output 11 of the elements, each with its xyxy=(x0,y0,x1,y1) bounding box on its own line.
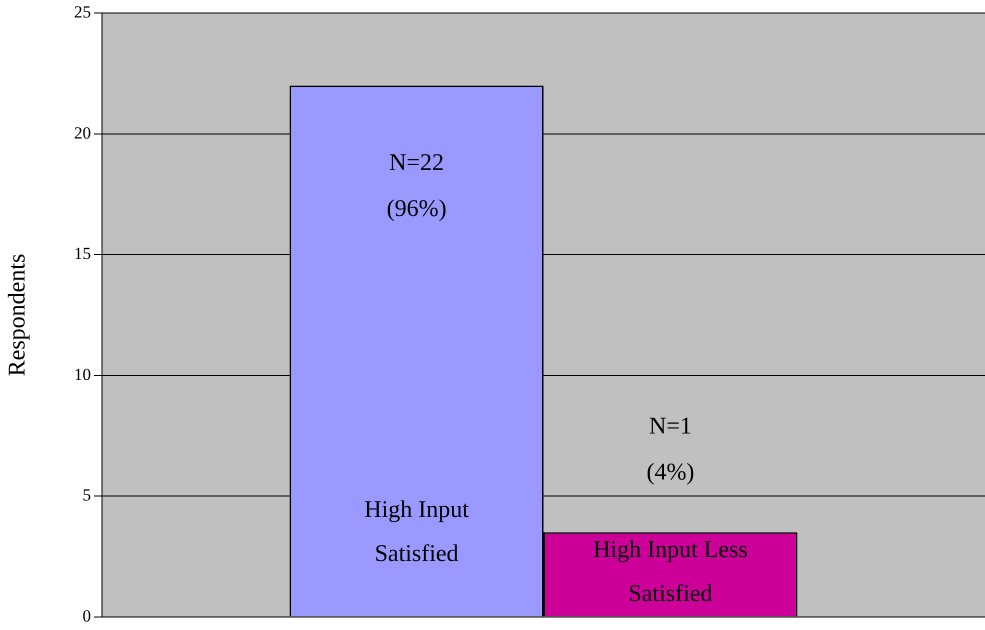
series-label: High Input Satisfied xyxy=(364,497,470,568)
y-tick-label: 10 xyxy=(74,364,91,384)
y-tick-label: 20 xyxy=(74,123,91,142)
y-tick-label: 5 xyxy=(82,486,91,505)
series-label: High Input Less Satisfied xyxy=(593,537,748,608)
y-axis-title: Respondents xyxy=(4,254,31,376)
annotation: N=22 (96%) xyxy=(386,150,447,222)
y-tick-label: 15 xyxy=(74,244,91,264)
annotation: N=1 (4%) xyxy=(646,414,694,486)
y-tick-label: 25 xyxy=(74,2,91,22)
y-tick-label: 0 xyxy=(82,606,91,626)
